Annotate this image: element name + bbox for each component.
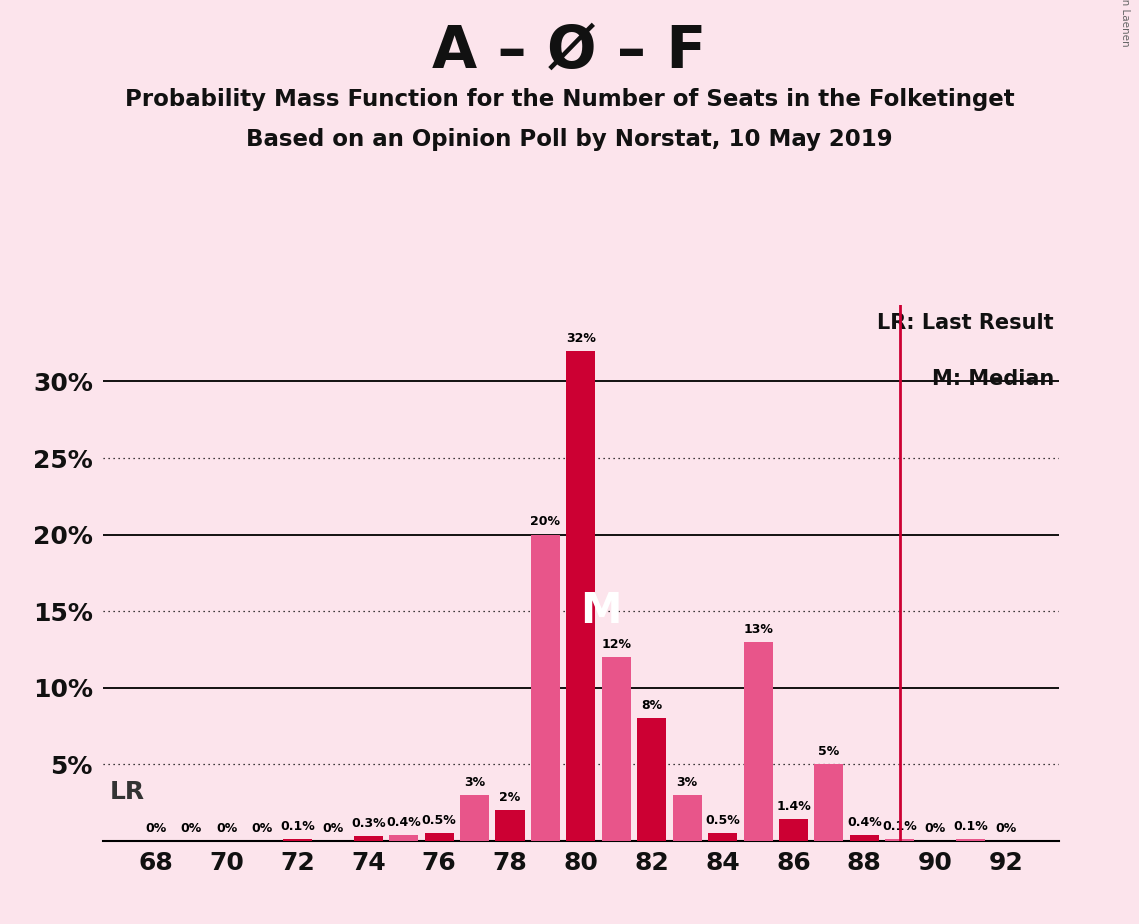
Text: 20%: 20%	[531, 516, 560, 529]
Text: 0%: 0%	[145, 821, 166, 834]
Text: Based on an Opinion Poll by Norstat, 10 May 2019: Based on an Opinion Poll by Norstat, 10 …	[246, 128, 893, 151]
Text: 0%: 0%	[252, 821, 272, 834]
Bar	[956, 839, 985, 841]
Bar	[354, 836, 383, 841]
Bar	[531, 535, 560, 841]
Text: 0%: 0%	[180, 821, 202, 834]
Text: LR: LR	[109, 780, 145, 804]
Text: 32%: 32%	[566, 332, 596, 345]
Text: 2%: 2%	[499, 791, 521, 804]
Bar	[637, 718, 666, 841]
Text: © 2019 Filip van Laenen: © 2019 Filip van Laenen	[1120, 0, 1130, 46]
Text: LR: Last Result: LR: Last Result	[877, 312, 1054, 333]
Bar	[425, 833, 453, 841]
Text: Probability Mass Function for the Number of Seats in the Folketinget: Probability Mass Function for the Number…	[124, 88, 1015, 111]
Text: 0%: 0%	[322, 821, 344, 834]
Text: 0.1%: 0.1%	[883, 821, 917, 833]
Text: 3%: 3%	[677, 776, 698, 789]
Text: 0%: 0%	[995, 821, 1017, 834]
Text: 5%: 5%	[818, 745, 839, 759]
Text: 0.4%: 0.4%	[847, 816, 882, 829]
Bar	[673, 795, 702, 841]
Text: 1.4%: 1.4%	[776, 800, 811, 813]
Bar	[282, 839, 312, 841]
Bar	[390, 834, 418, 841]
Text: M: Median: M: Median	[932, 370, 1054, 389]
Text: 3%: 3%	[464, 776, 485, 789]
Text: 0.1%: 0.1%	[953, 821, 988, 833]
Text: 0%: 0%	[925, 821, 945, 834]
Bar	[885, 839, 915, 841]
Text: A – Ø – F: A – Ø – F	[433, 23, 706, 80]
Bar	[779, 820, 808, 841]
Bar	[460, 795, 489, 841]
Text: M: M	[580, 590, 621, 631]
Text: 0.5%: 0.5%	[705, 814, 740, 827]
Bar	[744, 642, 772, 841]
Text: 8%: 8%	[641, 699, 662, 712]
Bar	[601, 657, 631, 841]
Text: 12%: 12%	[601, 638, 631, 651]
Bar	[566, 351, 596, 841]
Bar	[708, 833, 737, 841]
Text: 0.5%: 0.5%	[421, 814, 457, 827]
Text: 13%: 13%	[743, 623, 773, 636]
Text: 0%: 0%	[216, 821, 237, 834]
Text: 0.3%: 0.3%	[351, 817, 386, 830]
Bar	[850, 834, 879, 841]
Bar	[814, 764, 844, 841]
Text: 0.4%: 0.4%	[386, 816, 421, 829]
Text: 0.1%: 0.1%	[280, 821, 314, 833]
Bar	[495, 810, 525, 841]
